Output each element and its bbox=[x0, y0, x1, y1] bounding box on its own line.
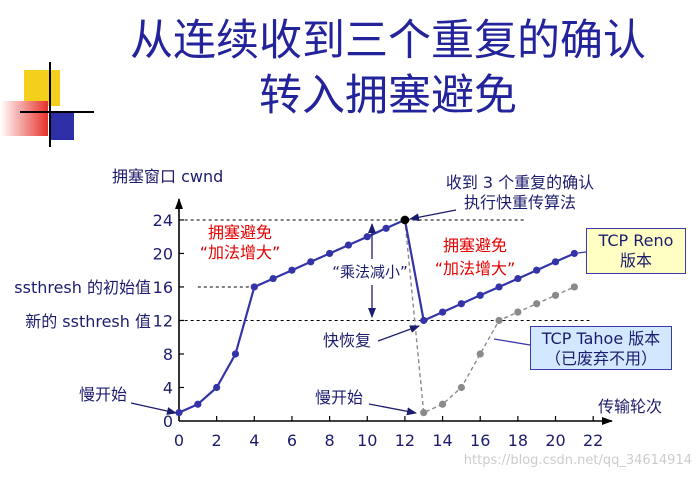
tcp-reno-callout-line: TCP Reno bbox=[598, 231, 674, 250]
ssthresh-new-label: 新的 ssthresh 值 bbox=[25, 312, 151, 331]
tcp-tahoe-point bbox=[438, 400, 447, 408]
tcp-reno-point bbox=[307, 258, 315, 266]
x-tick-label: 22 bbox=[583, 431, 603, 450]
tcp-reno-point bbox=[194, 400, 202, 408]
tcp-reno-point bbox=[175, 409, 183, 417]
ssthresh-initial-label: ssthresh 的初始值 bbox=[14, 278, 151, 297]
tcp-reno-point bbox=[551, 258, 560, 266]
slow-start-arrow-2 bbox=[368, 403, 417, 416]
tcp-reno-point bbox=[231, 350, 240, 358]
tcp-tahoe-point bbox=[570, 283, 578, 291]
x-tick-label: 0 bbox=[174, 431, 184, 450]
slide-title-line-1: 从连续收到三个重复的确认 bbox=[130, 16, 646, 66]
x-tick-label: 6 bbox=[287, 431, 297, 450]
y-axis-label: 拥塞窗口 cwnd bbox=[112, 167, 224, 186]
tcp-reno-point bbox=[363, 233, 371, 241]
x-tick-label: 10 bbox=[357, 431, 377, 450]
tcp-tahoe-point bbox=[457, 383, 465, 392]
tcp-reno-point bbox=[213, 383, 221, 392]
multiplicative-decrease-label: “乘法减小” bbox=[332, 263, 408, 281]
logo-red-gradient-square bbox=[0, 101, 48, 136]
tcp-tahoe-point bbox=[551, 291, 560, 299]
x-tick-label: 16 bbox=[470, 431, 490, 450]
logo-vertical-line bbox=[49, 62, 51, 147]
tcp-reno-point bbox=[420, 316, 428, 325]
congestion-avoidance-label-2: 拥塞避免 “加法增大” bbox=[420, 234, 530, 280]
logo-horizontal-line bbox=[20, 111, 94, 113]
fast-recovery-arrow bbox=[377, 325, 420, 342]
tcp-tahoe-point bbox=[514, 308, 522, 316]
x-tick-label: 14 bbox=[432, 431, 452, 450]
tcp-reno-point bbox=[326, 249, 334, 258]
logo-yellow-square bbox=[24, 70, 60, 106]
x-axis-label: 传输轮次 bbox=[598, 397, 663, 416]
slide-title-line-2: 转入拥塞避免 bbox=[259, 71, 517, 121]
tcp-tahoe-callout: TCP Tahoe 版本 （已废弃不用） bbox=[530, 326, 672, 370]
tcp-tahoe-point bbox=[495, 316, 503, 325]
tcp-reno-callout-pointer bbox=[577, 251, 587, 254]
x-tick-label: 18 bbox=[508, 431, 528, 450]
tcp-tahoe-point bbox=[420, 409, 428, 417]
tcp-reno-callout-line: 版本 bbox=[619, 251, 652, 270]
additive-increase-text: “加法增大” bbox=[434, 259, 516, 278]
y-tick-label: 0 bbox=[163, 412, 173, 431]
x-tick-label: 20 bbox=[545, 431, 565, 450]
fast-retransmit-line: 执行快重传算法 bbox=[463, 193, 576, 212]
tcp-tahoe-callout-line: （已废弃不用） bbox=[544, 349, 657, 368]
fast-retransmit-point bbox=[400, 215, 410, 225]
tcp-tahoe-callout-pointer bbox=[493, 338, 531, 346]
y-tick-label: 16 bbox=[153, 278, 173, 297]
additive-increase-text: “加法增大” bbox=[199, 243, 281, 262]
y-tick-label: 12 bbox=[153, 311, 173, 330]
x-tick-label: 12 bbox=[395, 431, 415, 450]
tcp-reno-point bbox=[250, 283, 258, 291]
tcp-reno-point bbox=[288, 266, 296, 274]
watermark-text: https://blog.csdn.net/qq_34614914 bbox=[463, 453, 692, 468]
tcp-reno-point bbox=[344, 241, 353, 249]
triple-dup-ack-label: 收到 3 个重复的确认 执行快重传算法 bbox=[430, 173, 610, 213]
tcp-reno-point bbox=[533, 266, 541, 274]
slow-start-label-2: 慢开始 bbox=[315, 388, 364, 407]
tcp-tahoe-point bbox=[533, 300, 541, 308]
x-tick-label: 2 bbox=[212, 431, 222, 450]
annotation-arrows bbox=[130, 209, 587, 416]
tcp-tahoe-point bbox=[476, 350, 484, 358]
congestion-avoidance-title: 拥塞避免 bbox=[442, 236, 507, 255]
tcp-reno-point bbox=[570, 249, 578, 258]
congestion-avoidance-title: 拥塞避免 bbox=[207, 223, 272, 242]
slow-start-label-1: 慢开始 bbox=[79, 385, 128, 404]
slow-start-arrow-1 bbox=[130, 402, 177, 415]
tcp-reno-point bbox=[269, 274, 277, 283]
y-tick-label: 20 bbox=[153, 244, 173, 263]
tcp-reno-callout: TCP Reno 版本 bbox=[586, 228, 686, 274]
logo-blue-square bbox=[50, 112, 74, 140]
tcp-reno-point bbox=[457, 300, 465, 308]
tcp-reno-point bbox=[438, 308, 447, 316]
triple-dup-ack-line: 收到 3 个重复的确认 bbox=[445, 173, 595, 192]
tcp-reno-point bbox=[514, 274, 522, 283]
tcp-reno-point bbox=[382, 224, 390, 232]
x-tick-label: 8 bbox=[325, 431, 335, 450]
y-tick-label: 24 bbox=[153, 211, 173, 230]
tcp-reno-point bbox=[495, 283, 503, 291]
y-tick-label: 4 bbox=[163, 378, 173, 397]
tcp-tahoe-line bbox=[404, 219, 575, 414]
tcp-tahoe-callout-line: TCP Tahoe 版本 bbox=[541, 329, 661, 348]
triple-ack-arrow bbox=[409, 209, 457, 222]
fast-recovery-label: 快恢复 bbox=[323, 331, 372, 350]
tcp-reno-point bbox=[476, 291, 484, 299]
x-tick-label: 4 bbox=[249, 431, 259, 450]
y-tick-label: 8 bbox=[163, 345, 173, 364]
congestion-avoidance-label-1: 拥塞避免 “加法增大” bbox=[185, 223, 295, 263]
tcp-reno-line bbox=[178, 218, 575, 414]
